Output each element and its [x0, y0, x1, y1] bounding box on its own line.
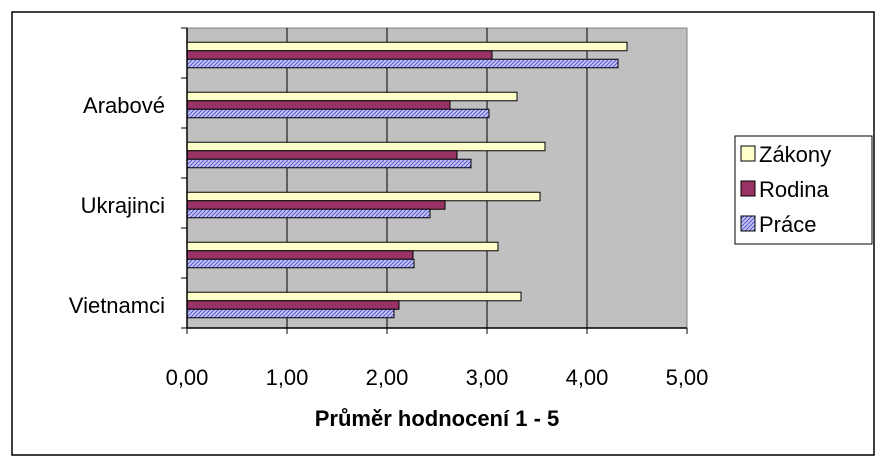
legend: Zákony Rodina Práce	[734, 135, 873, 245]
bar-práce-1	[186, 258, 415, 269]
bar-rodina-4	[186, 100, 451, 110]
bars	[186, 41, 628, 319]
bar-zákony-2	[186, 191, 541, 202]
bar-rodina-0	[186, 300, 400, 310]
legend-box	[734, 135, 873, 245]
legend-label-práce: Práce	[759, 212, 816, 237]
bar-rodina-5	[186, 50, 493, 60]
bar-zákony-0	[186, 291, 522, 302]
bar-práce-5	[186, 58, 619, 69]
plot-area	[186, 27, 688, 329]
bar-zákony-3	[186, 141, 546, 152]
x-tick-label: 4,00	[566, 365, 609, 390]
category-label: Vietnamci	[69, 293, 165, 318]
legend-swatch-práce	[740, 215, 756, 232]
x-tick-labels: 0,00 1,00 2,00 3,00 4,00 5,00	[166, 365, 709, 390]
bar-rodina-1	[186, 250, 414, 260]
bar-rodina-2	[186, 200, 446, 210]
x-axis-title: Průměr hodnocení 1 - 5	[315, 406, 560, 431]
category-label: Arabové	[83, 93, 165, 118]
bar-práce-2	[186, 208, 431, 219]
legend-label-rodina: Rodina	[759, 177, 829, 202]
axes	[181, 27, 688, 334]
bar-zákony-1	[186, 241, 499, 252]
gridlines	[286, 28, 588, 328]
legend-swatch-rodina	[740, 180, 756, 197]
x-tick-label: 2,00	[366, 365, 409, 390]
category-labels: Vietnamci Ukrajinci Arabové	[69, 93, 165, 318]
legend-label-zákony: Zákony	[759, 142, 831, 167]
category-label: Ukrajinci	[81, 193, 165, 218]
bar-zákony-5	[186, 41, 628, 52]
x-tick-label: 5,00	[666, 365, 709, 390]
x-tick-label: 0,00	[166, 365, 209, 390]
bar-práce-0	[186, 308, 395, 319]
bar-zákony-4	[186, 91, 518, 102]
bar-práce-3	[186, 158, 472, 169]
legend-swatch-zákony	[740, 145, 756, 162]
bar-rodina-3	[186, 150, 458, 160]
bar-práce-4	[186, 108, 490, 119]
x-tick-label: 3,00	[466, 365, 509, 390]
x-tick-label: 1,00	[266, 365, 309, 390]
